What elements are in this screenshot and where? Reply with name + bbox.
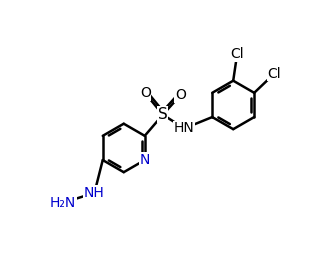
Text: NH: NH bbox=[84, 186, 105, 200]
Text: O: O bbox=[140, 86, 151, 100]
Text: O: O bbox=[175, 88, 186, 102]
Text: N: N bbox=[140, 153, 150, 167]
Text: H₂N: H₂N bbox=[50, 196, 76, 210]
Text: Cl: Cl bbox=[230, 47, 244, 61]
Text: Cl: Cl bbox=[267, 67, 281, 81]
Text: HN: HN bbox=[174, 121, 195, 135]
Text: S: S bbox=[158, 107, 168, 122]
